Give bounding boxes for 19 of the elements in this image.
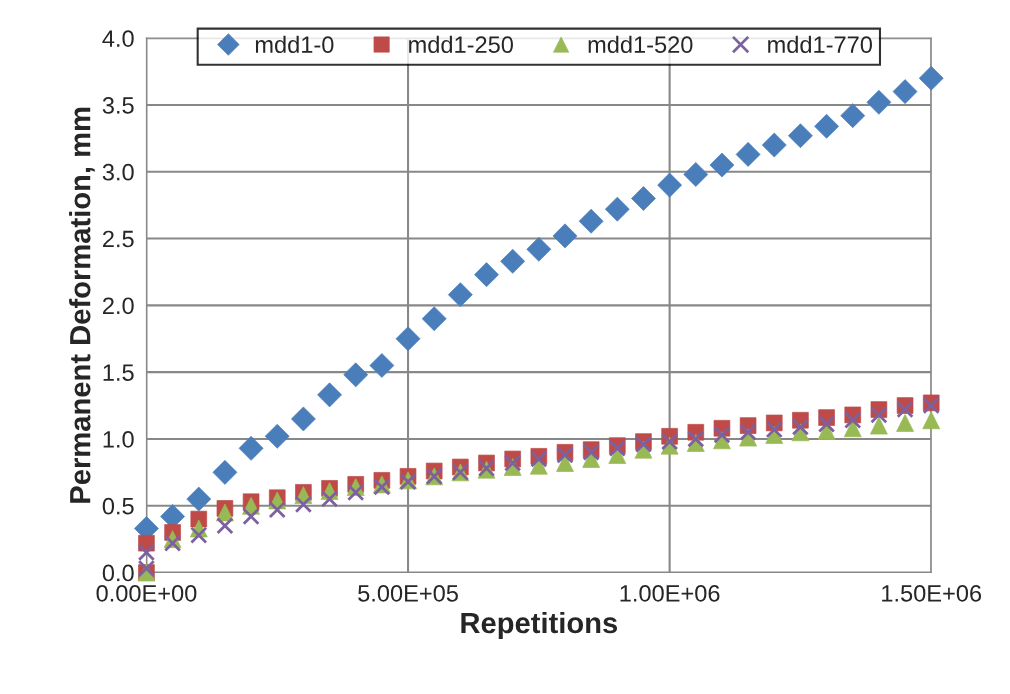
y-tick-label: 4.0 — [102, 30, 134, 47]
y-tick-label: 0.0 — [102, 564, 134, 582]
y-axis-title: Permanent Deformation, mm — [69, 107, 95, 503]
y-tick-label: 2.0 — [103, 297, 134, 315]
legend-label: mdd1-770 — [768, 35, 872, 54]
x-tick-label: 1.00E+06 — [620, 584, 720, 602]
x-axis-title: Repetitions — [461, 611, 618, 640]
x-tick-label: 0.00E+00 — [96, 584, 197, 602]
y-tick-label: 3.0 — [102, 163, 134, 181]
y-tick-label: 1.5 — [103, 364, 134, 381]
x-tick-label: 5.00E+05 — [358, 584, 458, 602]
y-tick-label: 2.5 — [103, 230, 134, 248]
legend-label: mdd1-520 — [588, 35, 693, 54]
y-tick-label: 3.5 — [102, 97, 134, 114]
legend-label: mdd1-250 — [409, 35, 513, 54]
y-tick-label: 0.5 — [102, 497, 134, 515]
y-tick-label: 1.0 — [103, 431, 134, 448]
x-tick-label: 1.50E+06 — [882, 584, 982, 602]
legend-label: mdd1-0 — [255, 35, 334, 54]
